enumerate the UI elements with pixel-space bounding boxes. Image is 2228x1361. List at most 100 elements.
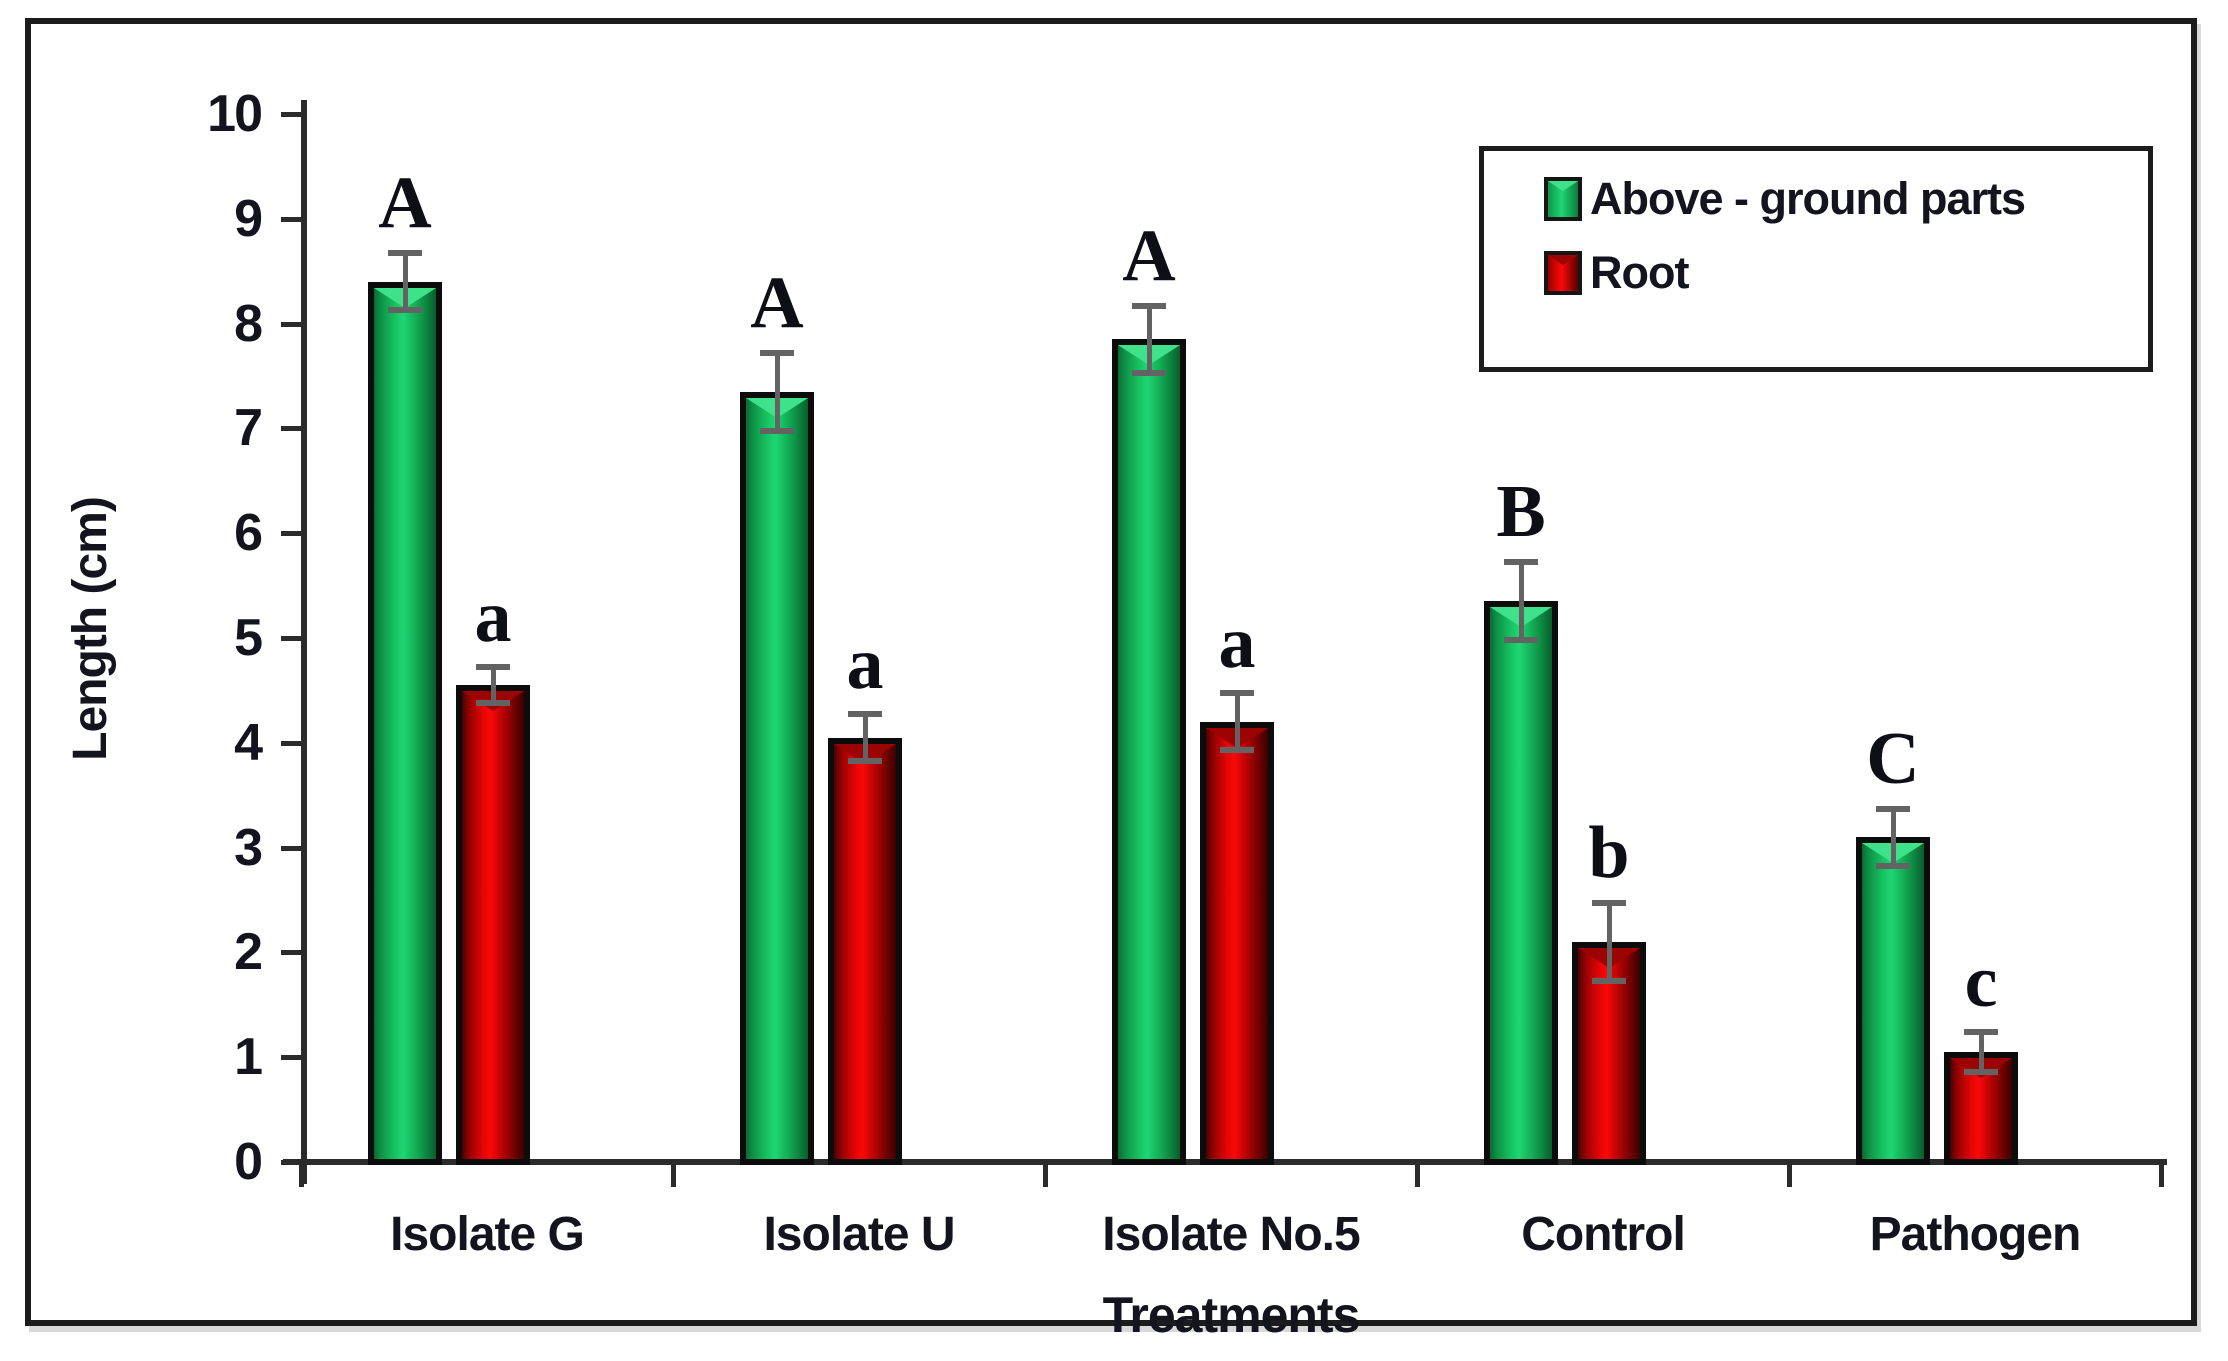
- error-bar-cap-bottom: [1876, 862, 1910, 869]
- legend-label: Above - ground parts: [1590, 173, 2026, 224]
- y-tick-mark: [281, 636, 301, 641]
- error-bar-cap-bottom: [476, 700, 510, 707]
- y-tick-mark: [281, 950, 301, 956]
- error-bar-cap-bottom: [1132, 370, 1166, 376]
- chart-frame: Length (cm) Treatments 0 1 2 3 4 5 6 7 8 9 10 Isol…: [25, 18, 2197, 1343]
- error-bar: [760, 349, 794, 434]
- legend-entry: Root: [1544, 249, 2148, 297]
- error-bar-cap-bottom: [1592, 977, 1626, 984]
- x-tick-mark: [1043, 1165, 1048, 1187]
- bar-red: [828, 737, 902, 1165]
- category-label: Isolate G: [390, 1208, 585, 1261]
- significance-letter: A: [378, 162, 432, 245]
- significance-letter: C: [1866, 717, 1920, 800]
- significance-letter: a: [474, 576, 512, 659]
- y-tick-label: 1: [234, 1028, 263, 1087]
- error-bar: [1592, 900, 1626, 984]
- significance-letter: A: [1122, 214, 1176, 297]
- category-label: Control: [1521, 1208, 1686, 1261]
- y-tick-mark: [281, 216, 301, 222]
- error-bar-cap-bottom: [1504, 637, 1538, 644]
- error-bar: [1132, 302, 1166, 376]
- y-tick-label: 9: [234, 189, 263, 248]
- y-tick-label: 6: [234, 504, 263, 563]
- y-tick-mark: [281, 845, 301, 851]
- significance-letter: a: [1218, 602, 1256, 685]
- error-bar-line: [1518, 559, 1524, 644]
- y-tick-label: 10: [207, 85, 263, 143]
- error-bar-cap-bottom: [1964, 1069, 1998, 1076]
- y-tick-label: 7: [234, 399, 263, 458]
- y-tick-mark: [281, 740, 301, 746]
- y-tick-label: 0: [234, 1133, 263, 1191]
- error-bar-cap-top: [1592, 900, 1626, 907]
- significance-letter: c: [1964, 940, 1998, 1023]
- error-bar-cap-top: [848, 711, 882, 718]
- error-bar-line: [774, 349, 780, 434]
- legend-label: Root: [1590, 247, 1689, 298]
- error-bar-line: [402, 250, 408, 314]
- legend-box: Above - ground parts Root: [1479, 146, 2153, 372]
- error-bar-cap-bottom: [1220, 747, 1254, 754]
- y-axis-line: [301, 100, 307, 1184]
- bar-red: [456, 685, 530, 1165]
- legend-swatch-red: [1544, 251, 1582, 295]
- legend-swatch-green: [1544, 177, 1582, 221]
- x-tick-mark: [2159, 1165, 2164, 1187]
- y-axis-title: Length (cm): [64, 497, 117, 761]
- bar-green: [1112, 339, 1186, 1165]
- error-bar-line: [1890, 805, 1896, 869]
- y-tick-mark: [281, 321, 301, 327]
- error-bar-line: [1146, 302, 1152, 376]
- y-tick-label: 8: [234, 294, 263, 353]
- error-bar-cap-top: [1964, 1028, 1998, 1035]
- error-bar-line: [862, 711, 868, 764]
- bar-red: [1200, 721, 1274, 1165]
- y-tick-mark: [281, 426, 301, 432]
- y-tick-mark: [281, 1055, 301, 1061]
- significance-letter: a: [846, 623, 884, 706]
- error-bar: [476, 664, 510, 707]
- legend-entry: Above - ground parts: [1544, 175, 2148, 223]
- error-bar-cap-top: [1220, 690, 1254, 697]
- error-bar-cap-top: [1504, 559, 1538, 566]
- y-tick-label: 3: [234, 818, 263, 877]
- error-bar: [1876, 805, 1910, 869]
- error-bar-line: [1234, 690, 1240, 754]
- x-axis-title: Treatments: [1102, 1287, 1361, 1343]
- bar-red: [1944, 1051, 2018, 1165]
- error-bar: [848, 711, 882, 764]
- error-bar: [388, 250, 422, 314]
- legend-swatch-notch: [1548, 255, 1578, 265]
- significance-letter: A: [750, 261, 804, 344]
- x-tick-mark: [1787, 1165, 1792, 1187]
- significance-letter: B: [1496, 471, 1546, 554]
- y-tick-mark: [281, 112, 301, 117]
- error-bar-line: [1978, 1028, 1984, 1076]
- error-bar-cap-top: [760, 349, 794, 356]
- error-bar: [1504, 559, 1538, 644]
- error-bar-line: [490, 664, 496, 707]
- error-bar-cap-top: [1132, 302, 1166, 309]
- error-bar-line: [1606, 900, 1612, 984]
- y-tick-label: 2: [234, 923, 263, 982]
- error-bar-cap-bottom: [388, 307, 422, 314]
- category-label: Pathogen: [1869, 1208, 2082, 1261]
- bar-green: [368, 281, 442, 1165]
- error-bar-cap-bottom: [848, 757, 882, 764]
- error-bar-cap-bottom: [760, 427, 794, 434]
- y-tick-mark: [281, 531, 301, 537]
- significance-letter: b: [1588, 812, 1630, 894]
- error-bar: [1220, 690, 1254, 754]
- x-tick-mark: [299, 1165, 304, 1187]
- bar-green: [740, 391, 814, 1165]
- error-bar-cap-top: [388, 250, 422, 257]
- category-label: Isolate No.5: [1102, 1208, 1360, 1261]
- error-bar: [1964, 1028, 1998, 1076]
- category-label: Isolate U: [763, 1208, 955, 1261]
- x-tick-mark: [1415, 1165, 1420, 1187]
- y-tick-mark: [281, 1160, 301, 1165]
- y-tick-label: 5: [234, 609, 263, 667]
